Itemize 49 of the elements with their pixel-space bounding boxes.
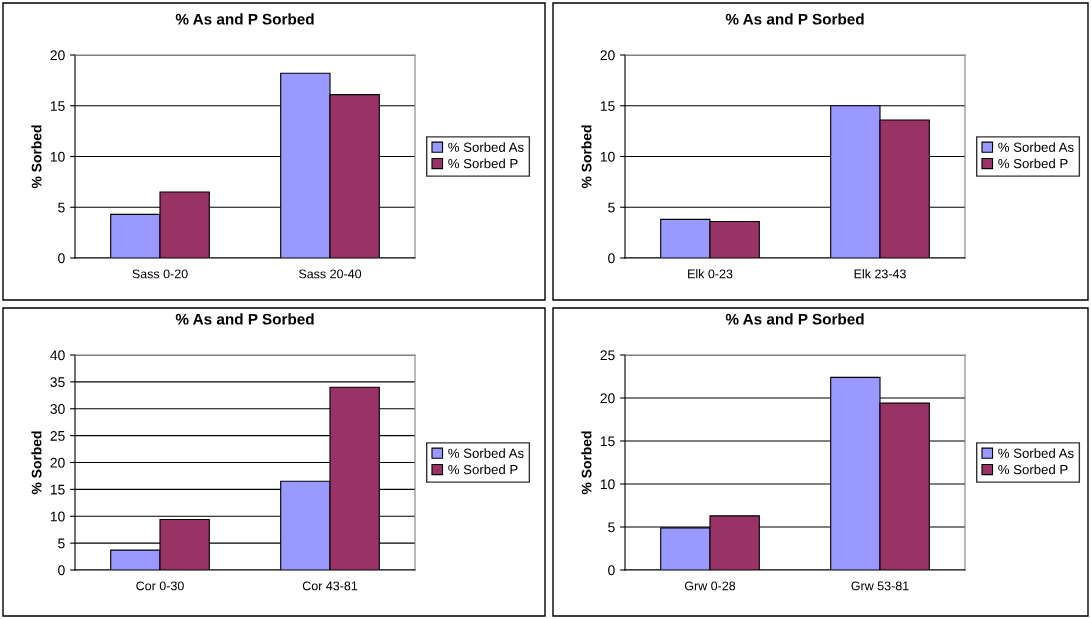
- y-axis-title: % Sorbed: [31, 125, 42, 189]
- x-tick-label: Grw 0-28: [684, 581, 736, 591]
- chart-title: % As and P Sorbed: [175, 313, 314, 325]
- x-tick-label: Elk 0-23: [688, 269, 733, 279]
- y-tick-label: 10: [50, 511, 65, 522]
- y-tick-label: 25: [50, 430, 65, 441]
- y-axis-title: % Sorbed: [581, 431, 592, 495]
- y-tick-label: 20: [50, 457, 65, 468]
- y-tick-label: 0: [58, 565, 65, 576]
- chart-title: % As and P Sorbed: [725, 313, 864, 325]
- legend-label: % Sorbed P: [448, 158, 518, 169]
- legend-label: % Sorbed As: [998, 448, 1074, 458]
- chart-title: % As and P Sorbed: [175, 13, 314, 25]
- legend-label: % Sorbed P: [998, 464, 1068, 475]
- x-tick-label: Elk 23-43: [854, 269, 906, 279]
- y-tick-label: 10: [600, 479, 615, 490]
- y-tick-label: 15: [600, 436, 615, 447]
- y-tick-label: 5: [608, 522, 615, 533]
- y-tick-label: 10: [50, 151, 65, 162]
- y-tick-label: 15: [50, 484, 65, 495]
- y-tick-label: 20: [600, 393, 615, 404]
- y-tick-label: 5: [58, 538, 65, 549]
- x-tick-label: Grw 53-81: [851, 581, 909, 591]
- y-tick-label: 35: [50, 377, 65, 388]
- y-axis-title: % Sorbed: [581, 125, 592, 189]
- y-tick-label: 10: [600, 151, 615, 162]
- y-tick-label: 30: [50, 404, 65, 414]
- legend-label: % Sorbed P: [998, 158, 1068, 169]
- legend-label: % Sorbed As: [448, 448, 524, 458]
- y-tick-label: 0: [608, 565, 615, 576]
- x-tick-label: Sass 0-20: [132, 269, 188, 279]
- y-tick-label: 5: [608, 202, 615, 213]
- legend-label: % Sorbed P: [448, 464, 518, 475]
- y-tick-label: 0: [58, 253, 65, 264]
- legend-label: % Sorbed As: [448, 142, 524, 152]
- y-tick-label: 5: [58, 202, 65, 213]
- x-tick-label: Cor 43-81: [302, 581, 358, 591]
- y-tick-label: 0: [608, 253, 615, 264]
- y-tick-label: 20: [50, 50, 65, 61]
- legend-label: % Sorbed As: [998, 142, 1074, 152]
- chart-title: % As and P Sorbed: [725, 13, 864, 25]
- y-tick-label: 15: [50, 101, 65, 111]
- x-tick-label: Sass 20-40: [298, 269, 362, 279]
- y-tick-label: 25: [600, 350, 615, 361]
- y-tick-label: 15: [600, 101, 615, 111]
- y-axis-title: % Sorbed: [31, 431, 42, 495]
- y-tick-label: 20: [600, 50, 615, 61]
- y-tick-label: 40: [50, 350, 65, 361]
- x-tick-label: Cor 0-30: [136, 581, 184, 591]
